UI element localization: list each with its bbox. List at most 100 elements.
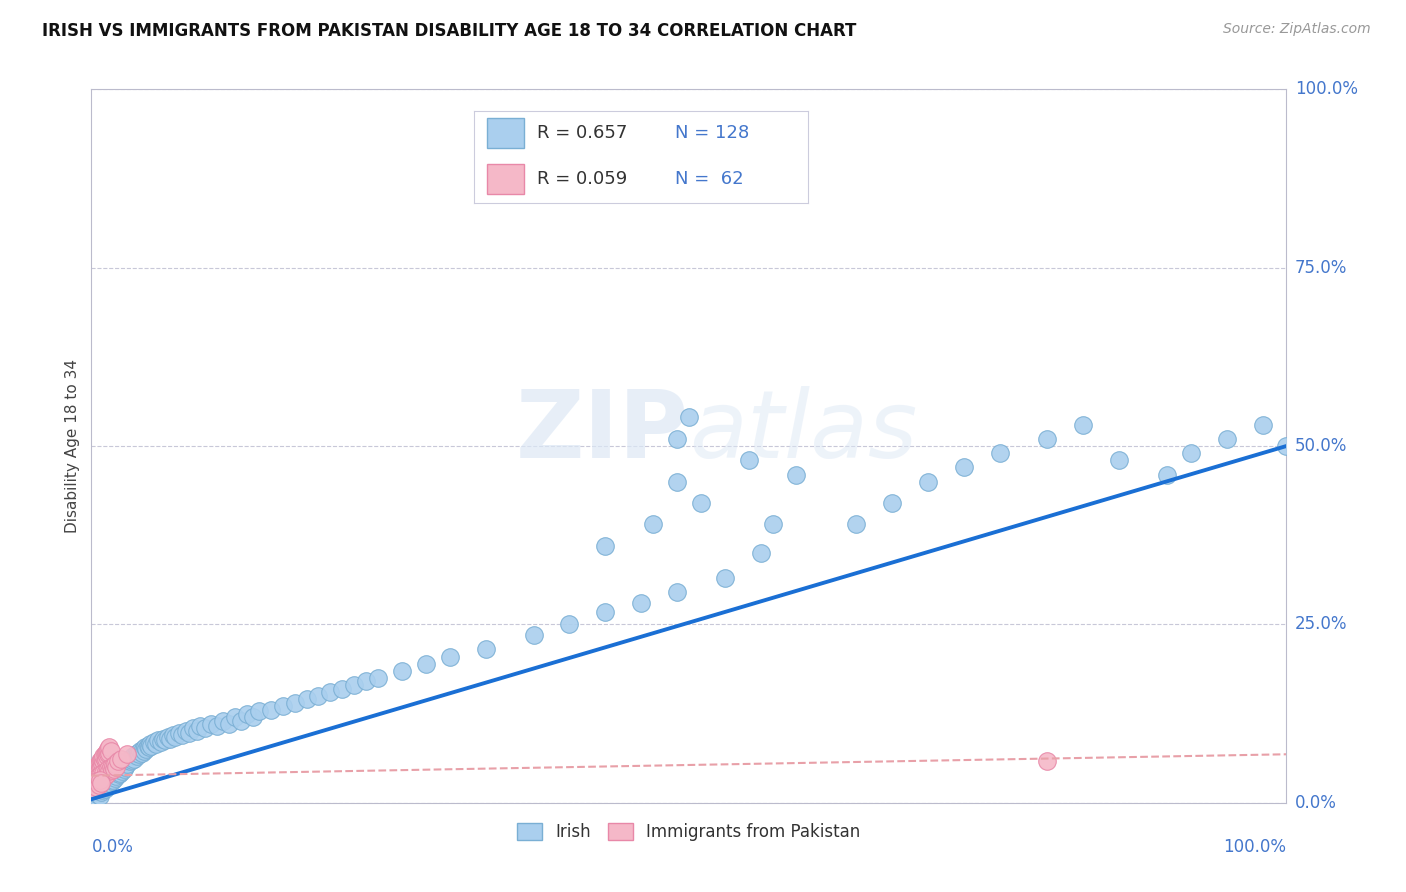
Point [354, 674, 377, 689]
Point [229, 714, 252, 728]
Point [172, 728, 194, 742]
Point [112, 762, 135, 776]
Point [86, 774, 108, 789]
Point [242, 710, 264, 724]
Point [155, 733, 177, 747]
Point [100, 771, 122, 785]
Point [83, 764, 105, 778]
Point [86, 787, 108, 801]
Text: 0.0%: 0.0% [1295, 794, 1337, 812]
Point [145, 737, 167, 751]
Text: IRISH VS IMMIGRANTS FROM PAKISTAN DISABILITY AGE 18 TO 34 CORRELATION CHART: IRISH VS IMMIGRANTS FROM PAKISTAN DISABI… [42, 22, 856, 40]
Point [84, 776, 107, 790]
Point [124, 751, 146, 765]
Point [205, 719, 228, 733]
Point [138, 740, 160, 755]
Point [90, 785, 112, 799]
Point [83, 772, 105, 787]
Point [319, 685, 342, 699]
Point [122, 749, 145, 764]
Point [101, 769, 124, 783]
Point [83, 789, 105, 803]
Point [103, 762, 125, 776]
Point [737, 453, 759, 467]
Point [84, 760, 107, 774]
Point [167, 726, 190, 740]
Point [84, 785, 107, 799]
Text: Source: ZipAtlas.com: Source: ZipAtlas.com [1223, 22, 1371, 37]
Point [82, 778, 104, 792]
Point [91, 756, 114, 771]
Point [159, 731, 181, 746]
Point [284, 696, 307, 710]
Point [162, 728, 184, 742]
Point [630, 596, 652, 610]
Point [98, 764, 121, 779]
Point [917, 475, 939, 489]
Point [115, 756, 138, 771]
Point [91, 751, 114, 765]
Point [93, 765, 114, 780]
Point [90, 776, 112, 790]
Point [96, 749, 118, 764]
Text: 75.0%: 75.0% [1295, 259, 1347, 277]
Point [1215, 432, 1237, 446]
Point [89, 760, 111, 774]
Point [666, 432, 689, 446]
Point [474, 642, 498, 657]
Point [98, 740, 121, 755]
Point [641, 517, 664, 532]
Point [523, 628, 546, 642]
Point [100, 763, 122, 777]
Point [343, 678, 366, 692]
Point [188, 719, 211, 733]
Point [1275, 439, 1298, 453]
Point [211, 714, 233, 728]
Legend: Irish, Immigrants from Pakistan: Irish, Immigrants from Pakistan [510, 816, 868, 848]
Point [749, 546, 772, 560]
Point [96, 780, 118, 794]
Point [148, 733, 170, 747]
Point [845, 517, 868, 532]
Point [104, 765, 127, 780]
Point [84, 776, 107, 790]
Point [101, 772, 124, 787]
Point [84, 780, 107, 794]
Point [97, 747, 120, 762]
Point [1180, 446, 1202, 460]
Point [593, 539, 616, 553]
Point [90, 780, 112, 794]
Point [97, 762, 120, 776]
Point [84, 790, 107, 805]
Point [94, 776, 117, 790]
Point [86, 774, 108, 789]
Point [108, 765, 131, 780]
Y-axis label: Disability Age 18 to 34: Disability Age 18 to 34 [65, 359, 80, 533]
Point [121, 753, 143, 767]
Point [132, 744, 155, 758]
Point [110, 751, 132, 765]
Point [93, 755, 114, 769]
Point [132, 742, 155, 756]
Point [89, 781, 111, 796]
Text: 100.0%: 100.0% [1295, 80, 1358, 98]
Text: 0.0%: 0.0% [91, 838, 134, 856]
Point [1036, 432, 1059, 446]
Point [86, 763, 108, 777]
Point [87, 762, 110, 776]
Point [101, 758, 124, 772]
Point [98, 776, 121, 790]
Point [558, 617, 581, 632]
Point [271, 699, 294, 714]
Point [97, 778, 120, 792]
Point [761, 517, 783, 532]
Point [91, 783, 114, 797]
Point [87, 783, 110, 797]
Point [86, 758, 108, 772]
Point [678, 410, 700, 425]
Point [118, 755, 141, 769]
Text: 25.0%: 25.0% [1295, 615, 1347, 633]
Point [89, 789, 111, 803]
Point [96, 774, 118, 789]
Point [84, 771, 107, 785]
